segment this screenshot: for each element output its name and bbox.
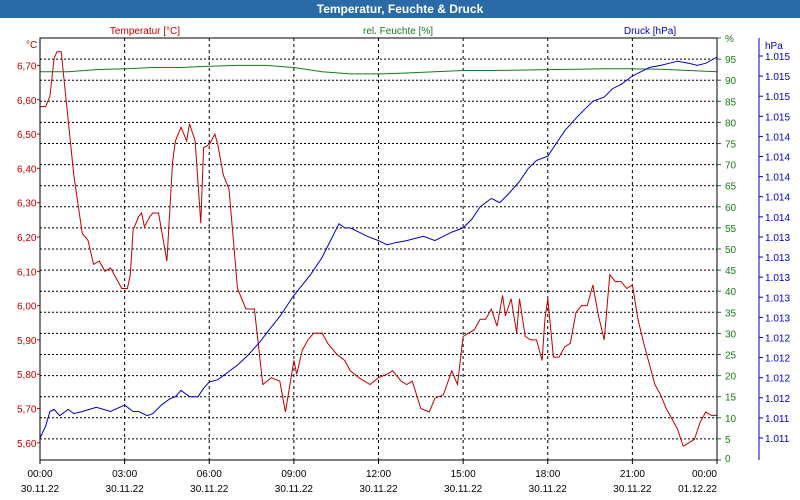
left-axis-tick-label: 6,70 <box>17 61 37 72</box>
left-axis-tick-label: 6,10 <box>17 267 37 278</box>
left-axis-tick-label: 6,60 <box>17 96 37 107</box>
x-axis-date-label: 30.11.22 <box>106 484 145 495</box>
humidity-axis-tick-label: 15 <box>725 393 737 404</box>
chart-title-bar: Temperatur, Feuchte & Druck <box>0 0 800 18</box>
pressure-axis-unit: hPa <box>765 41 783 52</box>
pressure-axis-tick-label: 1.014 <box>765 193 790 204</box>
legend-temperature: Temperatur [°C] <box>110 26 180 37</box>
x-axis-date-label: 30.11.22 <box>21 484 60 495</box>
pressure-axis-tick-label: 1.015 <box>765 112 790 123</box>
x-axis-date-label: 30.11.22 <box>190 484 229 495</box>
humidity-axis-tick-label: 95 <box>725 55 737 66</box>
pressure-axis-tick-label: 1.011 <box>765 414 790 425</box>
pressure-axis-tick-label: 1.013 <box>765 233 790 244</box>
humidity-axis-tick-label: 60 <box>725 203 737 214</box>
humidity-axis-tick-label: 25 <box>725 351 737 362</box>
x-axis-date-label: 30.11.22 <box>444 484 483 495</box>
grid <box>40 38 717 460</box>
pressure-axis-tick-label: 1.013 <box>765 253 790 264</box>
x-axis-time-label: 09:00 <box>281 469 306 480</box>
axis-labels: °C 5,60 5,70 5,80 5,90 6,00 6,10 6,20 6,30 6,40 6,… <box>17 26 790 495</box>
x-axis-time-label: 06:00 <box>197 469 222 480</box>
pressure-axis-tick-label: 1.013 <box>765 273 790 284</box>
left-axis-tick-label: 5,90 <box>17 336 37 347</box>
x-axis-date-label: 01.12.22 <box>678 484 717 495</box>
humidity-axis-tick-label: 55 <box>725 224 737 235</box>
x-axis-date-label: 30.11.22 <box>613 484 652 495</box>
x-axis-date-label: 30.11.22 <box>275 484 314 495</box>
pressure-axis-tick-label: 1.014 <box>765 213 790 224</box>
humidity-axis-tick-label: 40 <box>725 287 737 298</box>
x-axis-time-label: 00:00 <box>27 469 52 480</box>
pressure-axis-tick-label: 1.012 <box>765 394 790 405</box>
x-axis-time-label: 03:00 <box>112 469 137 480</box>
humidity-axis-tick-label: 75 <box>725 140 737 151</box>
humidity-axis-tick-label: 10 <box>725 414 737 425</box>
humidity-axis-tick-label: % <box>725 34 734 45</box>
humidity-axis-tick-label: 45 <box>725 266 737 277</box>
legend-pressure: Druck [hPa] <box>624 26 676 37</box>
legend-humidity: rel. Feuchte [%] <box>363 26 433 37</box>
humidity-axis-tick-label: 0 <box>725 454 731 465</box>
x-axis-date-label: 30.11.22 <box>359 484 398 495</box>
pressure-axis-tick-label: 1.015 <box>765 52 790 63</box>
x-axis-date-label: 30.11.22 <box>529 484 568 495</box>
humidity-axis-tick-label: 80 <box>725 118 737 129</box>
humidity-axis-tick-label: 70 <box>725 161 737 172</box>
x-axis-time-label: 21:00 <box>620 469 645 480</box>
left-axis-unit: °C <box>26 40 37 51</box>
pressure-axis-tick-label: 1.014 <box>765 132 790 143</box>
temperature-line <box>40 51 717 448</box>
pressure-axis-tick-label: 1.015 <box>765 92 790 103</box>
x-axis-time-label: 15:00 <box>451 469 476 480</box>
pressure-line <box>39 56 718 439</box>
left-axis-tick-label: 5,70 <box>17 405 37 416</box>
x-axis-time-label: 18:00 <box>535 469 560 480</box>
pressure-axis-tick-label: 1.014 <box>765 153 790 164</box>
pressure-axis-tick-label: 1.012 <box>765 333 790 344</box>
chart-title: Temperatur, Feuchte & Druck <box>316 2 484 16</box>
left-axis-tick-label: 5,60 <box>17 439 37 450</box>
series-lines <box>39 51 718 448</box>
humidity-axis-tick-label: 50 <box>725 245 737 256</box>
pressure-axis-tick-label: 1.013 <box>765 313 790 324</box>
pressure-axis-tick-label: 1.014 <box>765 173 790 184</box>
pressure-axis-tick-label: 1.015 <box>765 72 790 83</box>
pressure-axis-tick-label: 1.011 <box>765 434 790 445</box>
humidity-axis-tick-label: 30 <box>725 329 737 340</box>
left-axis-tick-label: 6,30 <box>17 199 37 210</box>
humidity-axis-tick-label: 5 <box>725 435 731 446</box>
humidity-axis-tick-label: 65 <box>725 182 737 193</box>
left-axis-tick-label: 6,00 <box>17 302 37 313</box>
left-axis-tick-label: 6,40 <box>17 164 37 175</box>
pressure-axis-tick-label: 1.012 <box>765 354 790 365</box>
humidity-axis-tick-label: 35 <box>725 308 737 319</box>
left-axis-tick-label: 6,50 <box>17 130 37 141</box>
pressure-axis-tick-label: 1.013 <box>765 293 790 304</box>
humidity-line <box>40 64 718 75</box>
pressure-axis-tick-label: 1.012 <box>765 374 790 385</box>
left-axis-tick-label: 6,20 <box>17 233 37 244</box>
humidity-axis-tick-label: 90 <box>725 76 737 87</box>
left-axis-tick-label: 5,80 <box>17 370 37 381</box>
x-axis-time-label: 00:00 <box>692 469 717 480</box>
x-axis-time-label: 12:00 <box>366 469 391 480</box>
humidity-axis-tick-label: 20 <box>725 372 737 383</box>
humidity-axis-tick-label: 85 <box>725 97 737 108</box>
